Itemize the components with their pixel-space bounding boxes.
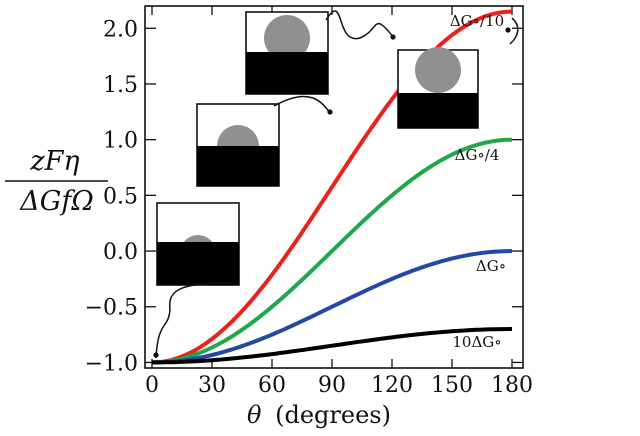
y-tick-label: −0.5 [85, 296, 138, 321]
inset-droplet-medium-connector [273, 95, 331, 114]
inset-droplet-large-substrate [246, 52, 328, 94]
series-label-3: 10ΔG∘ [452, 333, 501, 351]
series-line-1 [152, 137, 512, 365]
x-tick-label: 150 [431, 373, 473, 398]
x-axis-title-unit: (degrees) [275, 401, 391, 429]
inset-droplet-full-connector [509, 17, 519, 45]
inset-droplet-full [397, 17, 519, 129]
y-tick-label: 2.0 [103, 17, 138, 42]
x-tick-label: 0 [145, 373, 159, 398]
y-tick-label: 1.5 [103, 73, 138, 98]
inset-droplet-medium-substrate [197, 146, 279, 186]
series-line-3 [152, 327, 512, 365]
x-axis-title-symbol: θ [247, 401, 262, 429]
inset-droplet-large-arrowhead [390, 34, 396, 40]
x-tick-label: 30 [198, 373, 226, 398]
inset-droplet-large-droplet [264, 15, 310, 61]
series-line-2 [152, 249, 513, 365]
y-tick-label: 0.0 [103, 240, 138, 265]
series-label-2: ΔG∘ [476, 257, 506, 275]
inset-droplet-large [245, 10, 396, 95]
x-tick-label: 120 [371, 373, 413, 398]
inset-droplet-large-connector [325, 10, 395, 40]
inset-droplet-small-connector [155, 282, 237, 359]
series-label-0: ΔG∘/10 [450, 12, 504, 30]
x-tick-label: 180 [491, 373, 533, 398]
data-series [151, 9, 513, 365]
y-axis-title-denominator: ΔGfΩ [19, 186, 93, 217]
y-tick-label: 1.0 [103, 129, 138, 154]
y-axis-title-numerator: zFη [29, 146, 79, 177]
y-tick-label: −1.0 [85, 351, 138, 376]
axis-ticks: 0 30 60 90 120 150 180 −1.0 −0.5 0.0 0.5 1.0 1.5 2.0 [85, 6, 533, 398]
x-tick-label: 90 [318, 373, 346, 398]
series-line-0 [151, 9, 513, 365]
inset-droplet-small [153, 202, 240, 359]
plot-frame [144, 5, 524, 369]
y-axis-title: zFη ΔGfΩ [5, 146, 108, 217]
y-tick-label: 0.5 [103, 184, 138, 209]
inset-droplet-medium [196, 95, 333, 187]
inset-droplet-full-substrate [398, 93, 478, 128]
inset-droplet-small-arrowhead [153, 352, 159, 358]
series-labels: ΔG∘/10 ΔG∘/4 ΔG∘ 10ΔG∘ [450, 12, 506, 351]
x-tick-label: 60 [258, 373, 286, 398]
series-label-1: ΔG∘/4 [455, 146, 500, 164]
inset-droplet-small-substrate [157, 242, 239, 285]
inset-droplet-full-droplet [415, 47, 461, 93]
inset-droplet-full-arrowhead [505, 27, 511, 33]
x-axis-title: θ (degrees) [247, 401, 391, 429]
droplet-insets [153, 10, 519, 359]
inset-droplet-medium-arrowhead [327, 109, 333, 115]
